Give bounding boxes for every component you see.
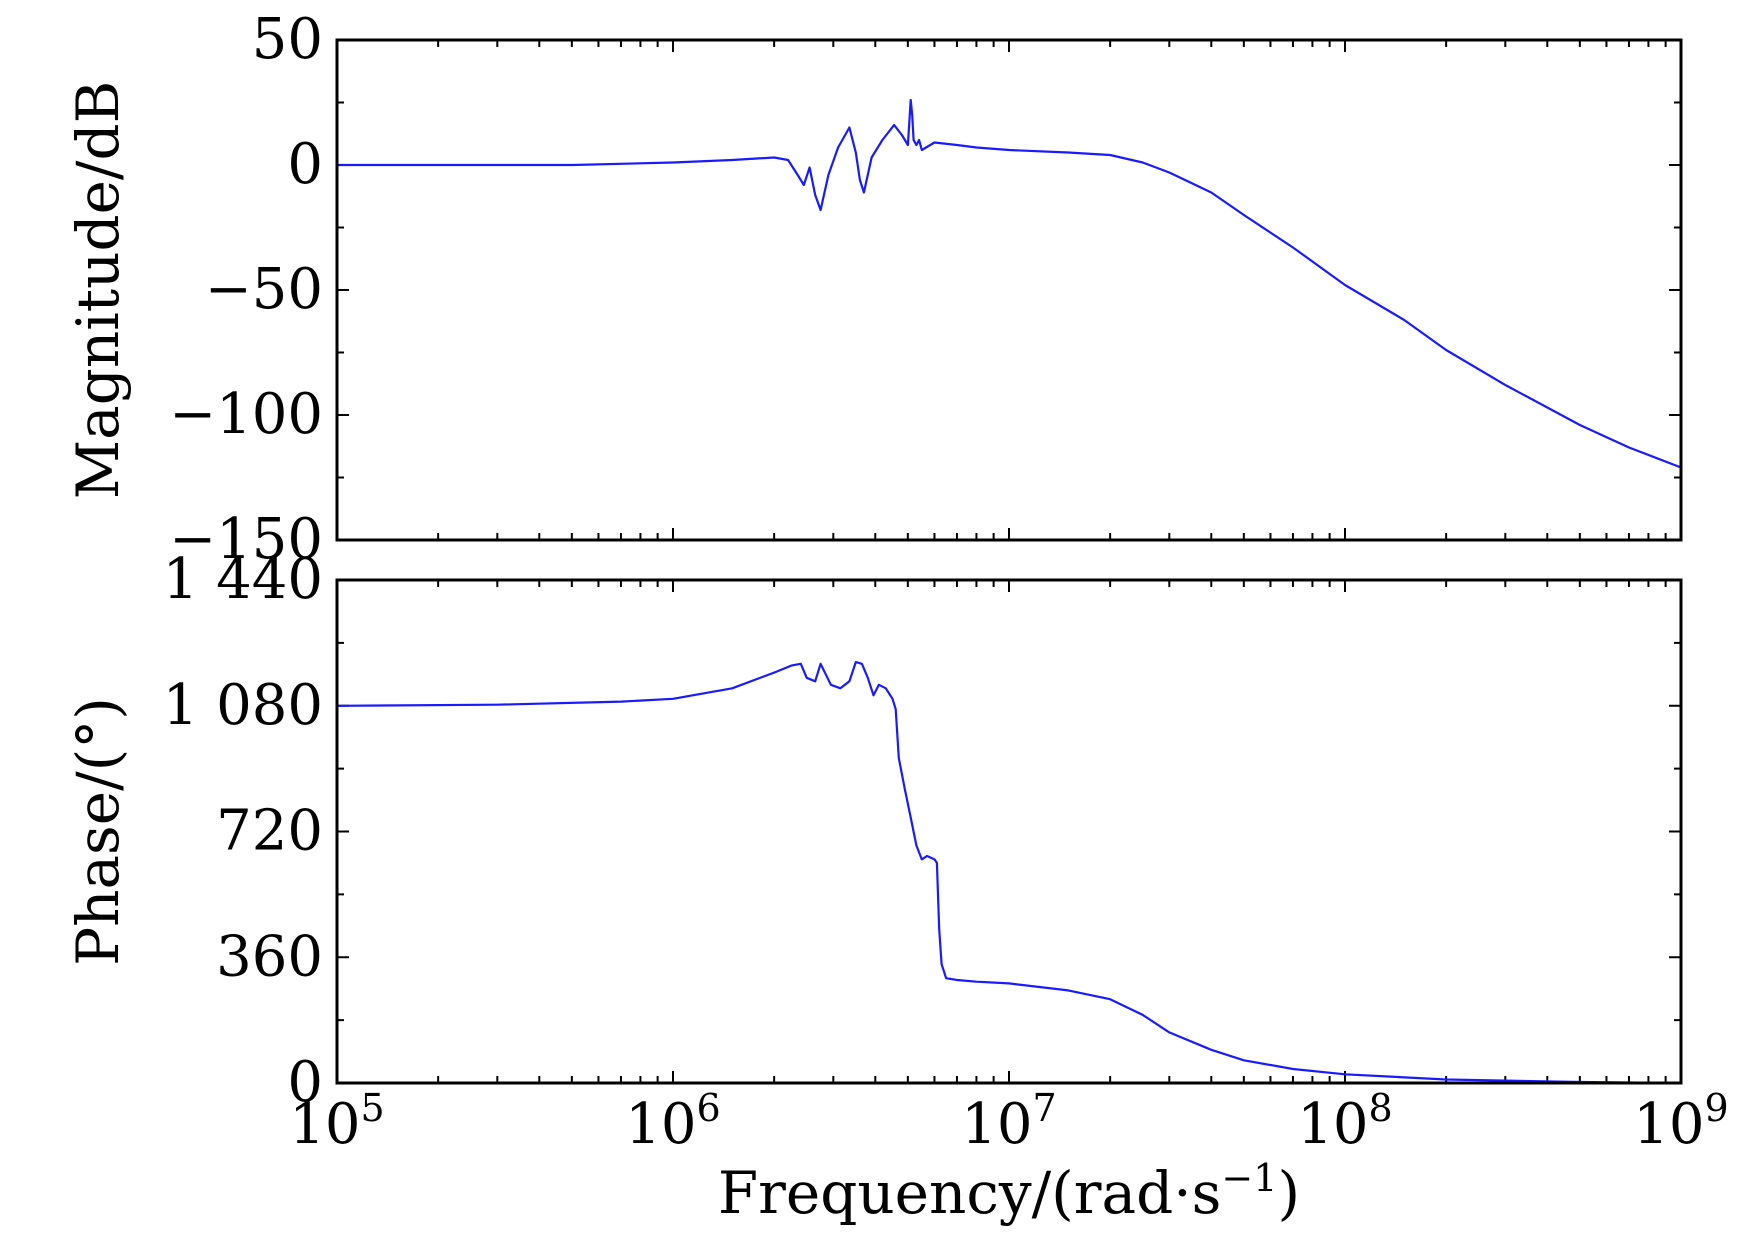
y-tick-label: −50: [205, 257, 323, 322]
magnitude-y-axis-label: Magnitude/dB: [64, 81, 132, 499]
y-tick-label: −100: [169, 382, 323, 447]
phase-curve: [336, 661, 1682, 1085]
magnitude-curve: [337, 98, 1682, 469]
y-tick-label: 0: [287, 132, 323, 197]
magnitude-tick-marks: [336, 39, 1681, 541]
x-tick-label: 108: [1297, 1086, 1392, 1157]
phase-tick-marks: [336, 579, 1681, 1084]
x-tick-exponent: 9: [1705, 1086, 1729, 1130]
x-tick-label: 107: [961, 1086, 1056, 1157]
x-axis-label-main: Frequency/(rad·s: [718, 1159, 1222, 1227]
x-tick-base: 10: [961, 1092, 1032, 1157]
y-tick-label: 50: [252, 7, 323, 72]
magnitude-y-tick-labels: 50 0 −50 −100 −150: [169, 7, 323, 572]
y-tick-label: 0: [287, 1050, 323, 1115]
x-tick-exponent: 5: [361, 1086, 385, 1130]
frequency-x-axis-label: Frequency/(rad·s−1): [718, 1156, 1300, 1227]
x-tick-base: 10: [1633, 1092, 1704, 1157]
y-tick-label: 1 080: [163, 673, 323, 738]
x-axis-label-exponent: −1: [1221, 1156, 1277, 1200]
phase-y-tick-labels: 0 360 720 1 080 1 440: [163, 547, 323, 1115]
x-axis-label-close-paren: ): [1277, 1159, 1300, 1227]
phase-plot-frame: [335, 578, 1683, 1085]
y-tick-label: 720: [216, 799, 323, 864]
x-tick-label: 106: [625, 1086, 720, 1157]
y-tick-label: 360: [216, 924, 323, 989]
x-tick-exponent: 8: [1369, 1086, 1393, 1130]
x-tick-base: 10: [289, 1092, 360, 1157]
x-tick-label: 109: [1633, 1086, 1728, 1157]
y-tick-label: −150: [169, 507, 323, 572]
x-tick-label: 105: [289, 1086, 384, 1157]
magnitude-panel: 50 0 −50 −100 −150 Magnitude/dB: [64, 7, 1683, 572]
frequency-x-tick-labels: 105 106 107 108 109: [289, 1086, 1728, 1157]
y-tick-label: 1 440: [163, 547, 323, 612]
x-tick-base: 10: [625, 1092, 696, 1157]
x-tick-exponent: 7: [1033, 1086, 1057, 1130]
x-tick-exponent: 6: [697, 1086, 721, 1130]
magnitude-plot-frame: [335, 38, 1683, 542]
x-tick-base: 10: [1297, 1092, 1368, 1157]
phase-y-axis-label: Phase/(°): [64, 697, 132, 966]
